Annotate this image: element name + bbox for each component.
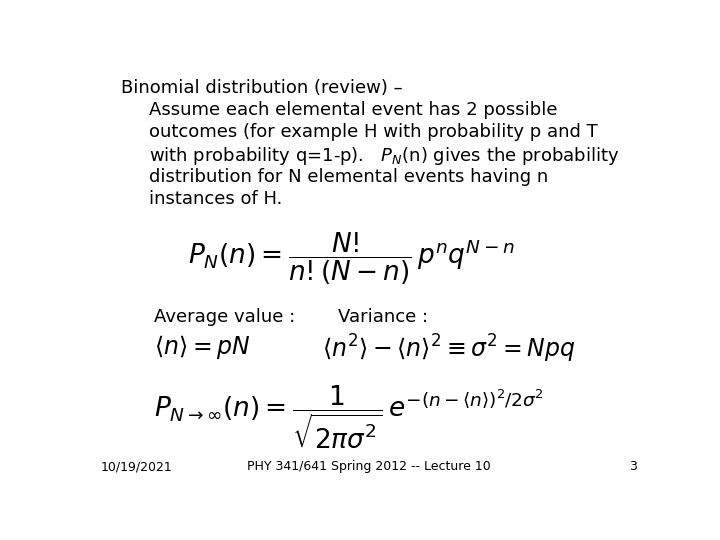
Text: outcomes (for example H with probability p and T: outcomes (for example H with probability… (148, 124, 598, 141)
Text: Average value :: Average value : (154, 308, 295, 326)
Text: $\langle n^2 \rangle - \langle n \rangle^2 \equiv \sigma^2 = Npq$: $\langle n^2 \rangle - \langle n \rangle… (322, 333, 575, 365)
Text: 3: 3 (629, 460, 637, 473)
Text: Assume each elemental event has 2 possible: Assume each elemental event has 2 possib… (148, 102, 557, 119)
Text: $P_{N \to \infty}(n) = \dfrac{1}{\sqrt{2\pi\sigma^2}}\, e^{-(n-\langle n \rangle: $P_{N \to \infty}(n) = \dfrac{1}{\sqrt{2… (154, 383, 544, 450)
Text: 10/19/2021: 10/19/2021 (101, 460, 173, 473)
Text: Variance :: Variance : (338, 308, 428, 326)
Text: PHY 341/641 Spring 2012 -- Lecture 10: PHY 341/641 Spring 2012 -- Lecture 10 (247, 460, 491, 473)
Text: with probability q=1-p).   $P_N$(n) gives the probability: with probability q=1-p). $P_N$(n) gives … (148, 145, 618, 167)
Text: distribution for N elemental events having n: distribution for N elemental events havi… (148, 167, 548, 186)
Text: $\langle n \rangle = pN$: $\langle n \rangle = pN$ (154, 333, 251, 361)
Text: Binomial distribution (review) –: Binomial distribution (review) – (121, 79, 402, 97)
Text: instances of H.: instances of H. (148, 190, 282, 207)
Text: $P_N(n) = \dfrac{N!}{n!\left(N-n\right)}\, p^n q^{N-n}$: $P_N(n) = \dfrac{N!}{n!\left(N-n\right)}… (188, 231, 515, 287)
